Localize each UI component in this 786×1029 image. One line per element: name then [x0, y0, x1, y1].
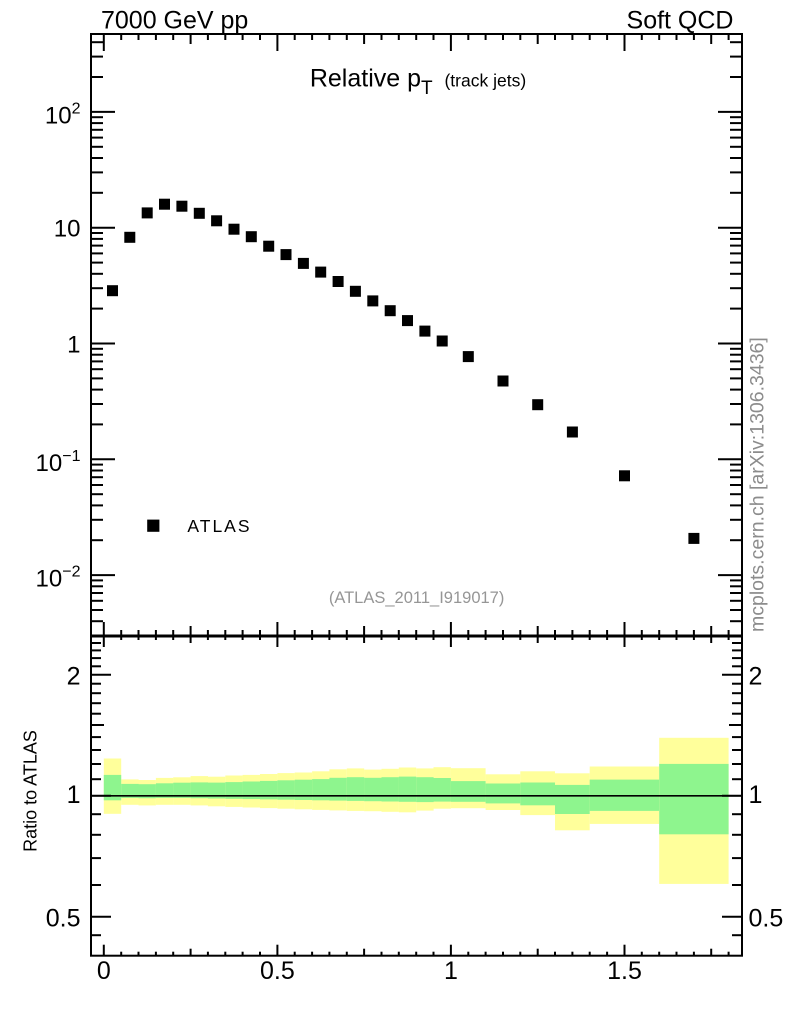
svg-text:1.5: 1.5	[607, 957, 642, 985]
svg-text:Ratio to ATLAS: Ratio to ATLAS	[21, 730, 41, 852]
svg-text:2: 2	[749, 663, 763, 691]
svg-text:7000 GeV pp: 7000 GeV pp	[101, 7, 248, 35]
svg-text:10: 10	[54, 216, 81, 243]
svg-text:0: 0	[97, 957, 111, 985]
svg-text:1: 1	[67, 781, 81, 809]
svg-text:0.5: 0.5	[749, 905, 784, 933]
svg-text:0.5: 0.5	[46, 905, 81, 933]
svg-text:2: 2	[67, 663, 81, 691]
svg-text:0.5: 0.5	[260, 957, 295, 985]
svg-text:(ATLAS_2011_I919017): (ATLAS_2011_I919017)	[329, 589, 505, 607]
svg-text:1: 1	[749, 781, 763, 809]
svg-text:mcplots.cern.ch [arXiv:1306.34: mcplots.cern.ch [arXiv:1306.3436]	[747, 337, 769, 632]
svg-text:ATLAS: ATLAS	[187, 516, 251, 536]
svg-text:Soft QCD: Soft QCD	[627, 7, 734, 35]
svg-text:1: 1	[444, 957, 458, 985]
svg-text:1: 1	[67, 332, 80, 359]
